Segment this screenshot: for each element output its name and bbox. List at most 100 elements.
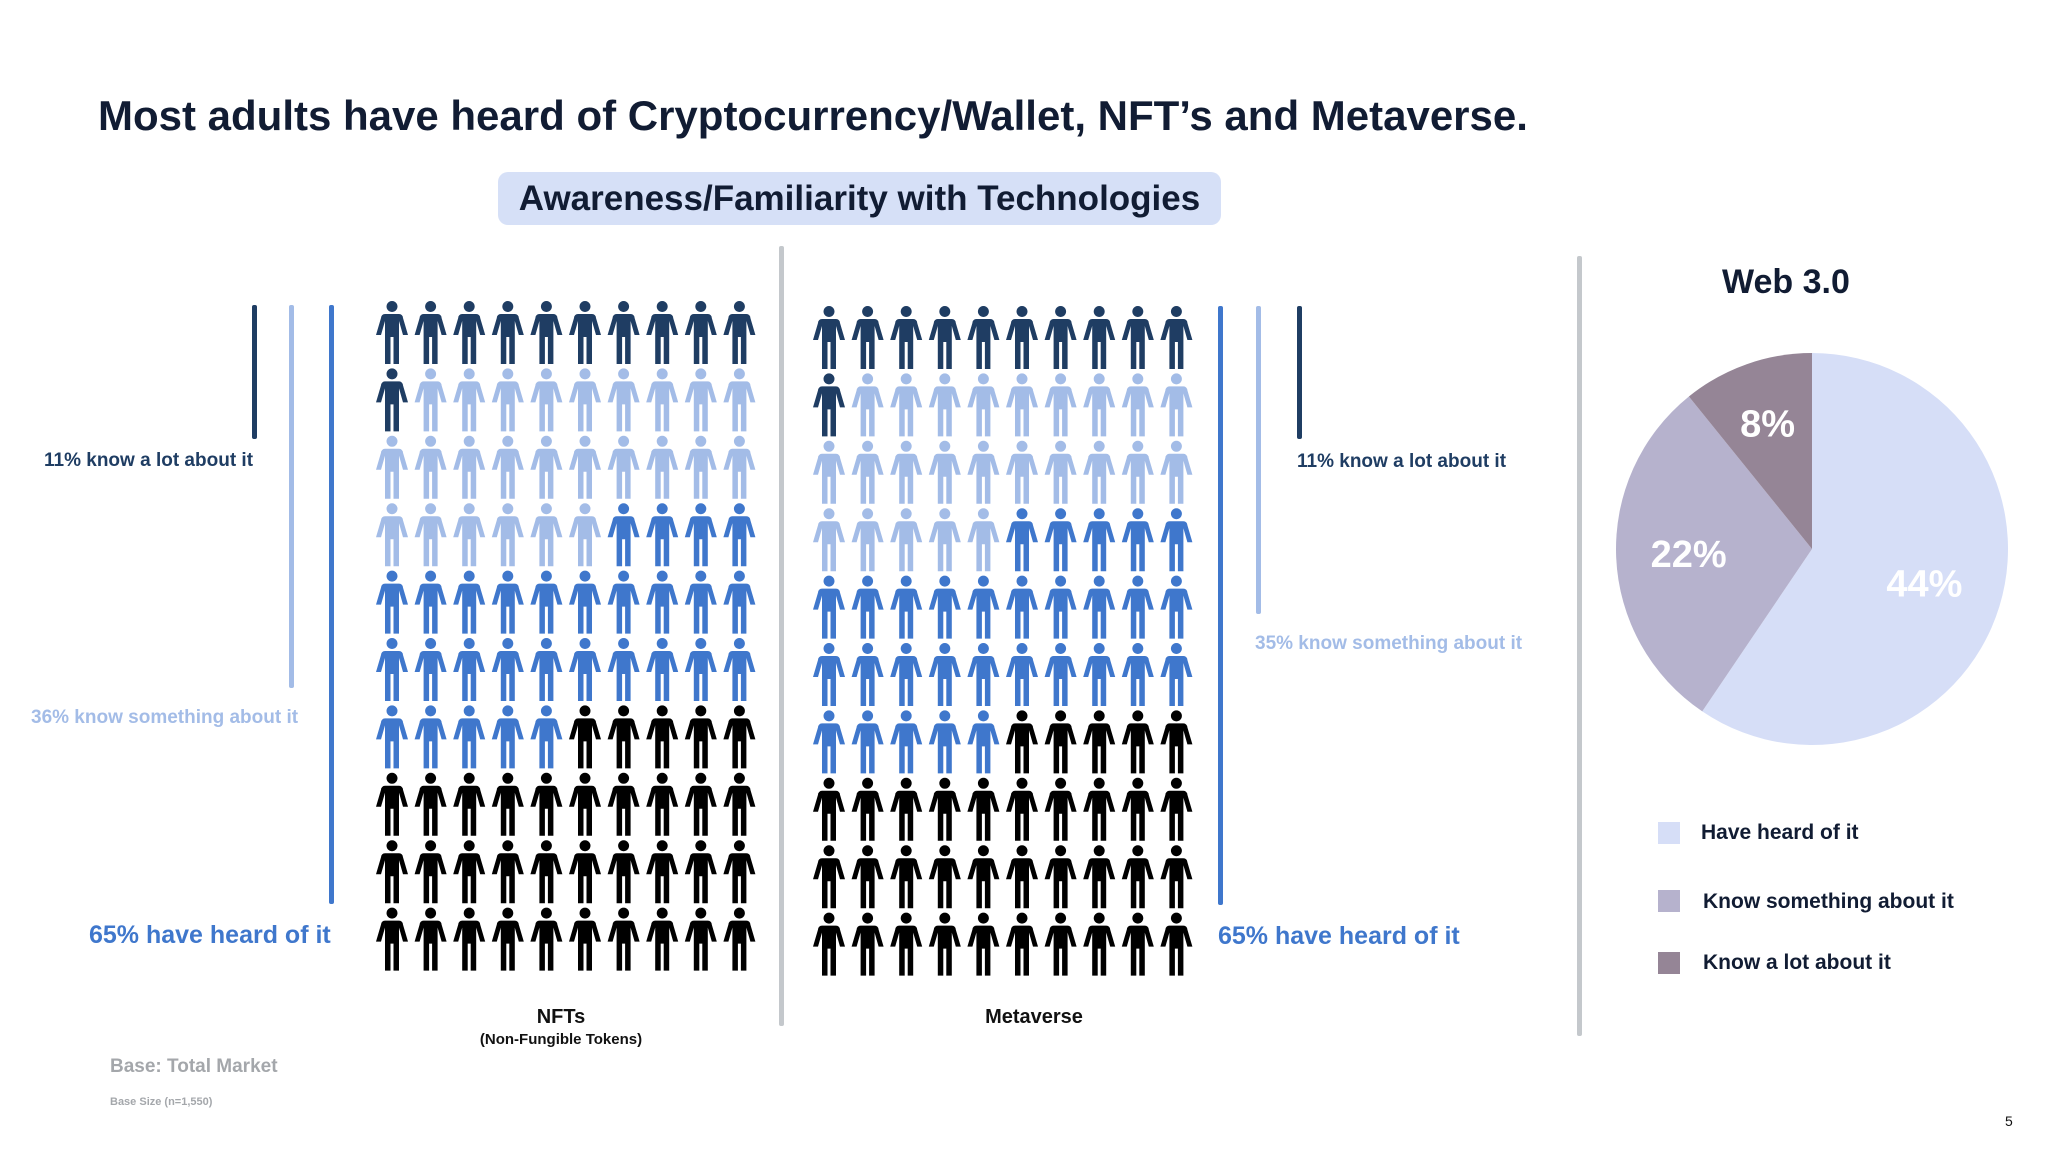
pie-slice-label: 44% xyxy=(1886,563,1962,605)
person-icon xyxy=(1044,845,1077,909)
person-icon xyxy=(491,907,524,971)
person-icon xyxy=(1121,777,1154,841)
person-icon xyxy=(684,907,717,971)
person-icon xyxy=(376,638,408,701)
person-icon xyxy=(530,907,563,971)
person-icon xyxy=(967,508,1000,572)
nft-heard-label: 65% have heard of it xyxy=(89,921,331,949)
person-icon xyxy=(414,570,447,634)
person-icon xyxy=(1160,710,1193,774)
person-icon xyxy=(967,373,1000,437)
person-icon xyxy=(890,845,923,909)
person-icon xyxy=(376,705,408,769)
person-icon xyxy=(569,435,601,499)
legend-label-lot: Know a lot about it xyxy=(1703,951,1891,974)
legend-swatch-heard xyxy=(1658,822,1680,844)
person-icon xyxy=(967,440,1000,504)
person-icon xyxy=(851,373,884,437)
pie-slice-label: 8% xyxy=(1740,403,1795,445)
person-icon xyxy=(723,907,756,971)
person-icon xyxy=(1121,710,1154,774)
person-icon xyxy=(1160,440,1193,504)
legend-label-something: Know something about it xyxy=(1703,890,1954,913)
person-icon xyxy=(414,705,447,769)
person-icon xyxy=(376,570,408,634)
person-icon xyxy=(851,912,884,976)
nft-caption: NFTs xyxy=(536,1006,586,1028)
person-icon xyxy=(723,638,756,701)
person-icon xyxy=(1121,373,1154,437)
person-icon xyxy=(646,638,679,701)
person-icon xyxy=(1044,306,1077,369)
person-icon xyxy=(890,306,923,369)
nft-heard-bracket xyxy=(329,305,334,904)
person-icon xyxy=(851,777,884,841)
person-icon xyxy=(646,570,679,634)
person-icon xyxy=(967,643,1000,706)
person-icon xyxy=(723,840,756,904)
person-icon xyxy=(1083,508,1116,572)
base-size: Base Size (n=1,550) xyxy=(110,1096,213,1108)
person-icon xyxy=(1083,845,1116,909)
person-icon xyxy=(453,840,486,904)
person-icon xyxy=(530,503,563,567)
person-icon xyxy=(813,845,845,909)
person-icon xyxy=(1044,440,1077,504)
person-icon xyxy=(928,306,961,369)
person-icon xyxy=(890,440,923,504)
person-icon xyxy=(813,440,845,504)
person-icon xyxy=(1160,845,1193,909)
person-icon xyxy=(723,705,756,769)
legend-label-heard: Have heard of it xyxy=(1701,821,1859,844)
person-icon xyxy=(928,710,961,774)
person-icon xyxy=(569,503,601,567)
person-icon xyxy=(414,435,447,499)
person-icon xyxy=(491,570,524,634)
person-icon xyxy=(1083,643,1116,706)
pie-slice xyxy=(1616,396,1812,712)
person-icon xyxy=(1083,440,1116,504)
person-icon xyxy=(491,638,524,701)
person-icon xyxy=(646,503,679,567)
meta-know-a-lot-bracket xyxy=(1297,306,1302,439)
person-icon xyxy=(646,368,679,432)
person-icon xyxy=(723,772,756,836)
person-icon xyxy=(569,907,601,971)
person-icon xyxy=(1121,508,1154,572)
person-icon xyxy=(453,772,486,836)
nft-know-a-lot-bracket xyxy=(252,305,257,439)
person-icon xyxy=(530,638,563,701)
person-icon xyxy=(1160,912,1193,976)
person-icon xyxy=(684,368,717,432)
person-icon xyxy=(928,643,961,706)
page-title: Most adults have heard of Cryptocurrency… xyxy=(98,92,1528,139)
person-icon xyxy=(723,570,756,634)
person-icon xyxy=(1160,575,1193,639)
person-icon xyxy=(607,907,640,971)
person-icon xyxy=(1044,373,1077,437)
person-icon xyxy=(967,306,1000,369)
nft-pictogram xyxy=(376,300,766,975)
person-icon xyxy=(851,710,884,774)
person-icon xyxy=(967,777,1000,841)
person-icon xyxy=(607,840,640,904)
person-icon xyxy=(530,772,563,836)
person-icon xyxy=(491,772,524,836)
meta-heard-bracket xyxy=(1218,306,1223,905)
person-icon xyxy=(569,368,601,432)
section-title: Awareness/Familiarity with Technologies xyxy=(498,172,1221,225)
pictogram-svg xyxy=(813,306,1193,976)
person-icon xyxy=(491,840,524,904)
person-icon xyxy=(414,772,447,836)
person-icon xyxy=(414,503,447,567)
person-icon xyxy=(813,643,845,706)
person-icon xyxy=(928,440,961,504)
person-icon xyxy=(928,373,961,437)
person-icon xyxy=(530,840,563,904)
person-icon xyxy=(851,440,884,504)
person-icon xyxy=(1006,777,1038,841)
person-icon xyxy=(723,503,756,567)
person-icon xyxy=(530,368,563,432)
pie-slice-label: 22% xyxy=(1651,534,1727,576)
pie-title: Web 3.0 xyxy=(1722,263,1850,301)
